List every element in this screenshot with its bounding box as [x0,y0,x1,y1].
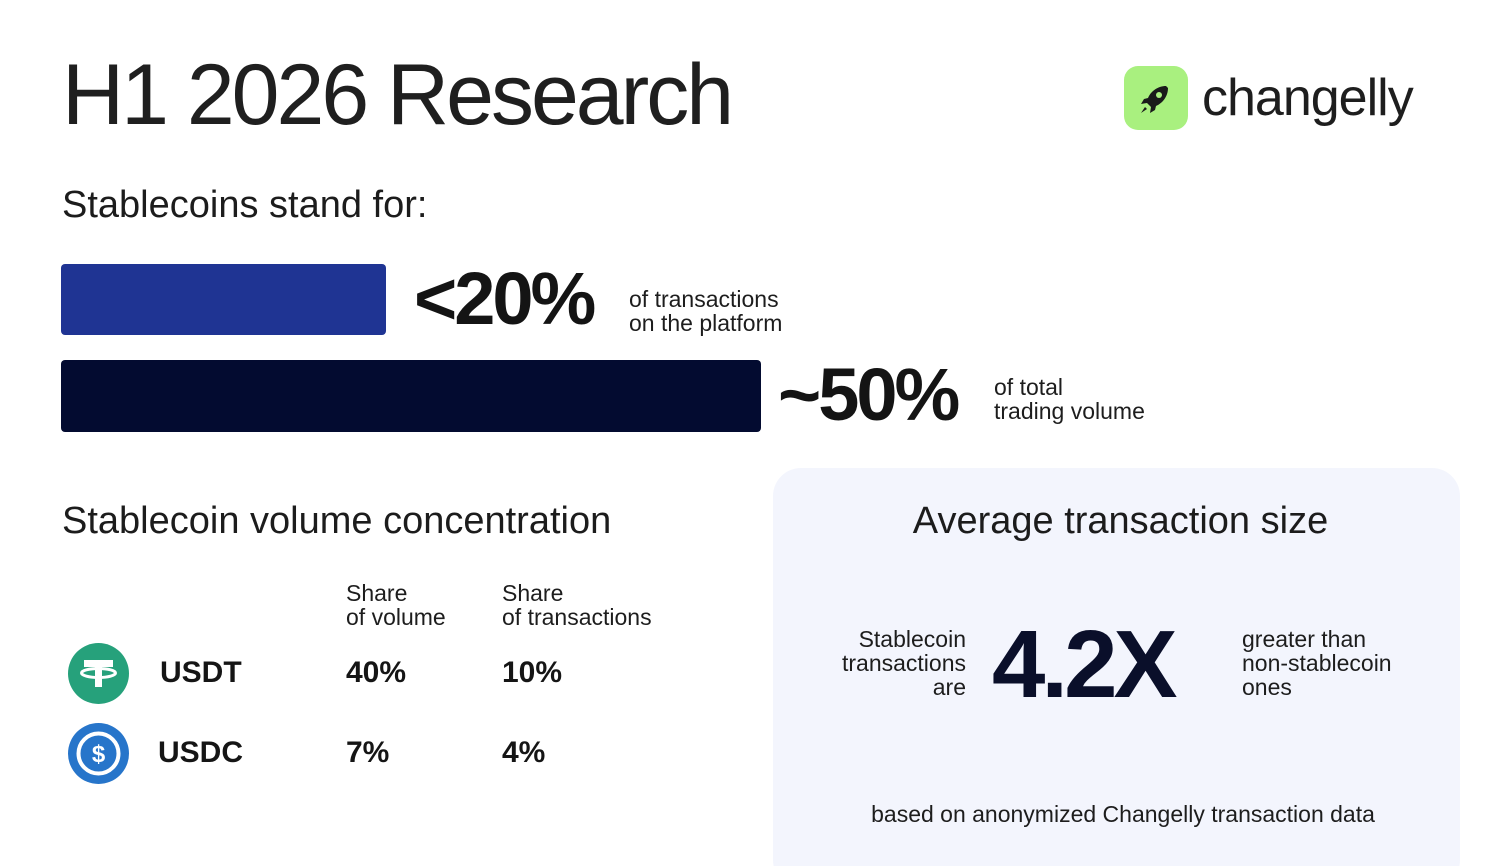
transactions-share-bar [61,264,386,335]
average-right-line1: greater than [1242,626,1367,652]
usdt-volume-share: 40% [346,656,407,689]
column-header-volume: Share of volume [346,581,446,629]
volume-share-bar [61,360,761,432]
usdc-icon: $ [68,723,129,784]
average-right-text: greater than non-stablecoin ones [1242,627,1392,699]
usdt-transactions-share: 10% [502,656,563,689]
transactions-share-value: <20% [414,257,596,340]
brand-logo[interactable]: changelly [1124,66,1414,130]
rocket-icon [1124,66,1188,130]
average-right-line2: non-stablecoin [1242,650,1392,676]
data-source-footnote: based on anonymized Changelly transactio… [871,801,1375,827]
average-left-line1: Stablecoin [858,626,966,652]
usdc-volume-share: 7% [346,736,390,769]
column-header-transactions-line1: Share [502,580,564,606]
column-header-volume-line1: Share [346,580,408,606]
average-heading: Average transaction size [912,500,1329,542]
page-title: H1 2026 Research [62,47,734,143]
average-transaction-panel [773,468,1460,866]
column-header-transactions: Share of transactions [502,581,652,629]
volume-share-label: of total trading volume [994,375,1145,423]
average-right-line3: ones [1242,674,1292,700]
average-left-line2: transactions [841,650,966,676]
svg-text:$: $ [92,741,106,768]
coin-name-usdt: USDT [160,656,242,689]
volume-share-label-line2: trading volume [994,398,1145,424]
transactions-share-label-line1: of transactions [629,286,779,312]
tether-icon [68,643,129,704]
average-left-text: Stablecoin transactions are [810,627,966,699]
brand-name: changelly [1202,69,1414,127]
share-heading: Stablecoins stand for: [62,184,428,226]
usdc-transactions-share: 4% [502,736,546,769]
transactions-share-label-line2: on the platform [629,310,783,336]
volume-share-value: ~50% [778,353,960,436]
concentration-heading: Stablecoin volume concentration [62,500,612,542]
column-header-volume-line2: of volume [346,604,446,630]
volume-share-label-line1: of total [994,374,1064,400]
transactions-share-label: of transactions on the platform [629,287,782,335]
column-header-transactions-line2: of transactions [502,604,652,630]
average-multiplier-value: 4.2X [992,611,1177,718]
coin-name-usdc: USDC [158,736,244,769]
average-left-line3: are [932,674,966,700]
